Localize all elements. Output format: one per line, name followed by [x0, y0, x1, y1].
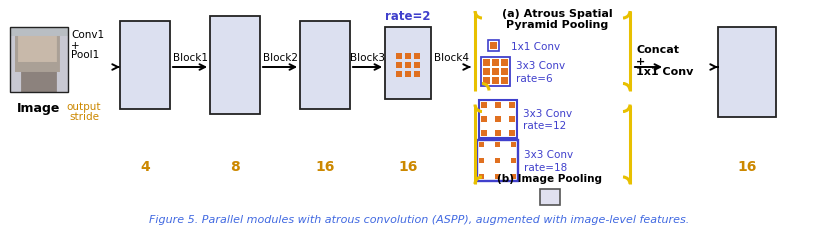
Bar [501, 78, 508, 85]
Bar [300, 22, 350, 109]
Bar [405, 63, 411, 69]
Bar [396, 54, 402, 60]
Bar [405, 72, 411, 78]
Bar [414, 72, 420, 78]
Bar [511, 158, 516, 163]
Text: (b) Image Pooling: (b) Image Pooling [497, 173, 602, 183]
Text: Block1: Block1 [173, 53, 208, 63]
Bar [405, 54, 411, 60]
Bar [540, 189, 560, 205]
Text: Pool1: Pool1 [71, 50, 99, 60]
Bar [477, 140, 518, 181]
Text: output: output [67, 102, 101, 112]
Bar [495, 103, 501, 109]
Bar [483, 60, 490, 67]
Text: Figure 5. Parallel modules with atrous convolution (ASPP), augmented with image-: Figure 5. Parallel modules with atrous c… [149, 214, 689, 224]
Text: rate=2: rate=2 [385, 10, 431, 23]
Bar [495, 174, 500, 179]
Bar [490, 43, 497, 50]
Bar [495, 158, 500, 163]
Bar [10, 28, 68, 93]
Bar [481, 131, 487, 137]
Bar [396, 72, 402, 78]
Bar [495, 116, 501, 122]
Bar [509, 116, 515, 122]
Text: 1x1 Conv: 1x1 Conv [511, 41, 560, 51]
Text: 16: 16 [398, 159, 417, 173]
Text: stride: stride [69, 112, 99, 122]
Bar [479, 100, 517, 138]
Bar [479, 158, 484, 163]
Bar [509, 131, 515, 137]
Bar [492, 60, 499, 67]
Bar [396, 63, 402, 69]
Text: Block3: Block3 [350, 53, 385, 63]
Text: +: + [71, 41, 80, 51]
Text: Pyramid Pooling: Pyramid Pooling [506, 20, 608, 30]
Bar [511, 142, 516, 147]
Bar [385, 28, 431, 100]
Text: 3x3 Conv
rate=18: 3x3 Conv rate=18 [524, 150, 573, 172]
Text: 16: 16 [315, 159, 334, 173]
Bar [718, 28, 776, 118]
Bar [495, 142, 500, 147]
Bar [492, 69, 499, 76]
Bar [481, 58, 510, 87]
Text: 3x3 Conv
rate=6: 3x3 Conv rate=6 [516, 61, 565, 83]
Text: Block2: Block2 [262, 53, 297, 63]
Text: Image: Image [18, 102, 60, 115]
Bar [509, 103, 515, 109]
Bar [501, 69, 508, 76]
Text: 3x3 Conv
rate=12: 3x3 Conv rate=12 [523, 108, 572, 131]
Bar [479, 174, 484, 179]
Bar [120, 22, 170, 109]
Bar [483, 69, 490, 76]
Bar [481, 116, 487, 122]
Text: 8: 8 [230, 159, 240, 173]
Bar [210, 17, 260, 115]
Bar [479, 142, 484, 147]
Text: +: + [636, 57, 645, 67]
Bar [414, 63, 420, 69]
Bar [483, 78, 490, 85]
Text: 16: 16 [737, 159, 757, 173]
Bar [414, 54, 420, 60]
Bar [481, 103, 487, 109]
Text: Conv1: Conv1 [71, 30, 104, 40]
Bar [495, 131, 501, 137]
Bar [492, 78, 499, 85]
Text: 1x1 Conv: 1x1 Conv [636, 67, 693, 77]
Bar [501, 60, 508, 67]
Bar [488, 41, 499, 52]
Bar [511, 174, 516, 179]
Text: 4: 4 [140, 159, 150, 173]
Text: Block4: Block4 [434, 53, 469, 63]
Text: Concat: Concat [636, 45, 679, 55]
Text: (a) Atrous Spatial: (a) Atrous Spatial [502, 9, 613, 19]
